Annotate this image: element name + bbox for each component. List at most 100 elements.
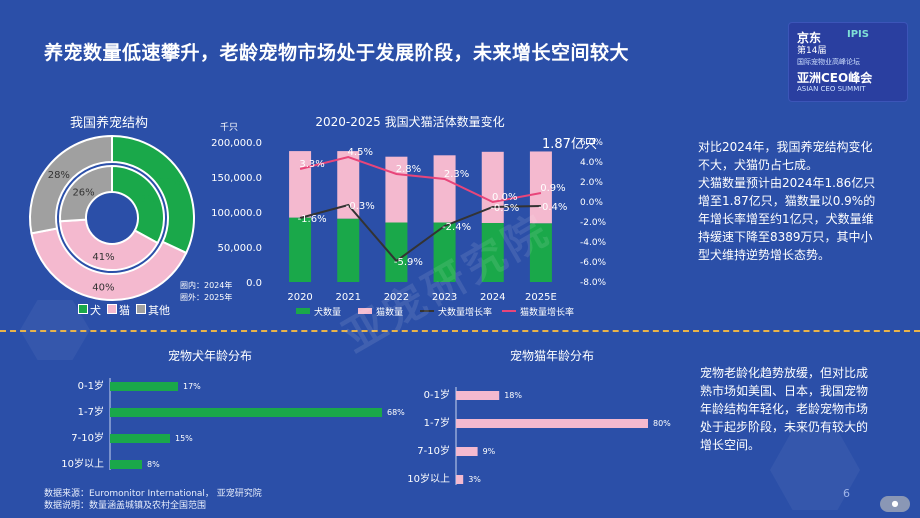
- summary-line: 持缓速下降至8389万只，其中小: [698, 230, 873, 244]
- line-data-label: 2.3%: [444, 169, 469, 180]
- donut-legend: 犬猫其他: [78, 302, 170, 318]
- bar-cat: [385, 156, 408, 223]
- legend-label: 犬数量增长率: [438, 306, 492, 318]
- summary-line: 熟市场如美国、日本，我国宠物: [700, 384, 869, 398]
- donut-inner-note: 圈内：2024年: [180, 281, 233, 290]
- y-tick-label: 0.0: [246, 278, 262, 289]
- age-bar: [110, 382, 178, 391]
- x-tick-label: 2024: [480, 292, 505, 303]
- summary-line: 增长空间。: [700, 438, 761, 452]
- logo-edition: 第14届: [797, 46, 827, 56]
- line-data-label: -1.6%: [298, 214, 327, 225]
- page-number: 6: [843, 487, 850, 500]
- x-tick-label: 2023: [432, 292, 457, 303]
- age-value-label: 68%: [387, 408, 405, 417]
- y-axis-unit: 千只: [220, 122, 238, 133]
- age-bar: [456, 419, 648, 428]
- logo-forum: 国际宠物业高峰论坛: [797, 58, 860, 66]
- summary-line: 对比2024年，我国养宠结构变化: [698, 140, 873, 154]
- y2-tick-label: -8.0%: [580, 278, 607, 288]
- donut-slice-label: 28%: [48, 170, 70, 181]
- y2-tick-label: 0.0%: [580, 198, 603, 208]
- legend-label: 犬数量: [314, 306, 341, 318]
- pie-chart-title: 我国养宠结构: [70, 116, 149, 131]
- bar-dog: [433, 222, 456, 282]
- donut-slice-outer-1: [30, 227, 188, 301]
- data-note: 数据说明：数量涵盖城镇及农村全国范围: [44, 501, 207, 511]
- bar-dog: [385, 222, 408, 282]
- x-tick-label: 2021: [336, 292, 361, 303]
- age-value-label: 9%: [483, 447, 496, 456]
- bar-cat: [337, 151, 360, 219]
- structure-summary-text: 对比2024年，我国养宠结构变化 不大，犬猫仍占七成。犬猫数量预计由2024年1.…: [698, 138, 908, 264]
- summary-line: 增至1.87亿只，猫数量以0.9%的: [698, 194, 876, 208]
- line-dog-growth: [299, 203, 541, 263]
- age-chart-title: 宠物犬年龄分布: [168, 348, 252, 363]
- bar-cat: [433, 155, 456, 223]
- summary-line: 犬猫数量预计由2024年1.86亿只: [698, 176, 876, 190]
- donut-outer-note: 圈外：2025年: [180, 293, 233, 302]
- y-tick-label: 50,000.0: [217, 243, 262, 254]
- cat-age-distribution-chart: 宠物猫年龄分布 0-1岁 18% 1-7岁 80% 7-10岁 9% 10岁以上 3%: [407, 348, 671, 485]
- logo-summit-en: ASIAN CEO SUMMIT: [797, 85, 866, 93]
- age-bar: [110, 408, 382, 417]
- total-annotation: 1.87亿只: [542, 137, 597, 152]
- donut-slice-inner-0: [111, 164, 165, 245]
- summary-line: 不大，犬猫仍占七成。: [698, 158, 819, 172]
- dog-age-distribution-chart: 宠物犬年龄分布 0-1岁 17% 1-7岁 68% 7-10岁 15% 10岁以上 8%: [61, 348, 405, 470]
- age-category-label: 10岁以上: [407, 472, 450, 485]
- age-bar: [456, 447, 478, 456]
- line-data-label: 2.8%: [396, 164, 421, 175]
- line-data-label: 3.3%: [299, 159, 324, 170]
- donut-slice-inner-1: [59, 218, 159, 271]
- x-tick-label: 2020: [287, 292, 312, 303]
- bar-dog: [529, 223, 552, 282]
- age-category-label: 0-1岁: [78, 379, 104, 392]
- legend-label: 猫数量增长率: [520, 306, 574, 318]
- line-data-label: 0.9%: [540, 183, 565, 194]
- y2-tick-label: -4.0%: [580, 238, 607, 248]
- corner-badge: ●: [880, 496, 910, 512]
- age-bar: [456, 391, 500, 400]
- age-value-label: 18%: [504, 391, 522, 400]
- age-value-label: 8%: [147, 460, 160, 469]
- donut-slice-label: 32%: [159, 177, 181, 188]
- age-category-label: 1-7岁: [424, 416, 450, 429]
- summary-line: 处于起步阶段，未来仍有较大的: [700, 420, 869, 434]
- age-category-label: 7-10岁: [417, 444, 450, 457]
- line-data-label: -2.4%: [442, 222, 471, 233]
- pet-structure-donut-chart: 33% 41% 26% 32% 40% 28%: [29, 134, 195, 301]
- age-category-label: 7-10岁: [71, 431, 104, 444]
- y2-tick-label: 4.0%: [580, 158, 603, 168]
- combo-legend-item: 猫数量增长率: [502, 306, 574, 318]
- summary-line: 宠物老龄化趋势放缓，但对比成: [700, 366, 869, 380]
- bar-cat: [481, 151, 504, 223]
- line-data-label: -0.4%: [538, 202, 567, 213]
- age-value-label: 80%: [653, 419, 671, 428]
- legend-item: 其他: [136, 302, 170, 318]
- age-bar: [110, 460, 142, 469]
- donut-slice-label: 33%: [134, 194, 156, 205]
- age-chart-title: 宠物猫年龄分布: [510, 348, 594, 363]
- y2-tick-label: 6.0%: [580, 138, 603, 148]
- y2-tick-label: -6.0%: [580, 258, 607, 268]
- combo-legend-item: 犬数量: [296, 306, 341, 318]
- age-category-label: 0-1岁: [424, 388, 450, 401]
- page-title: 养宠数量低速攀升，老龄宠物市场处于发展阶段，未来增长空间较大: [44, 42, 630, 64]
- x-tick-label: 2025E: [525, 292, 557, 303]
- legend-label: 猫数量: [376, 306, 403, 318]
- logo-summit: 亚洲CEO峰会: [797, 71, 873, 85]
- legend-item: 猫: [107, 302, 130, 318]
- line-data-label: -5.9%: [394, 257, 423, 268]
- donut-slice-label: 40%: [92, 282, 114, 293]
- combo-chart-title: 2020-2025 我国犬猫活体数量变化: [315, 114, 504, 129]
- y2-tick-label: 2.0%: [580, 178, 603, 188]
- x-tick-label: 2022: [384, 292, 409, 303]
- summary-line: 型犬维持逆势增长态势。: [698, 248, 831, 262]
- logo-ipis: IPIS: [847, 29, 869, 40]
- background-hexagon: [770, 430, 860, 510]
- age-bar: [110, 434, 170, 443]
- bar-dog: [337, 218, 360, 282]
- aging-summary-text: 宠物老龄化趋势放缓，但对比成 熟市场如美国、日本，我国宠物 年龄结构年轻化，老龄宠物…: [700, 364, 910, 454]
- line-data-label: 4.5%: [348, 147, 373, 158]
